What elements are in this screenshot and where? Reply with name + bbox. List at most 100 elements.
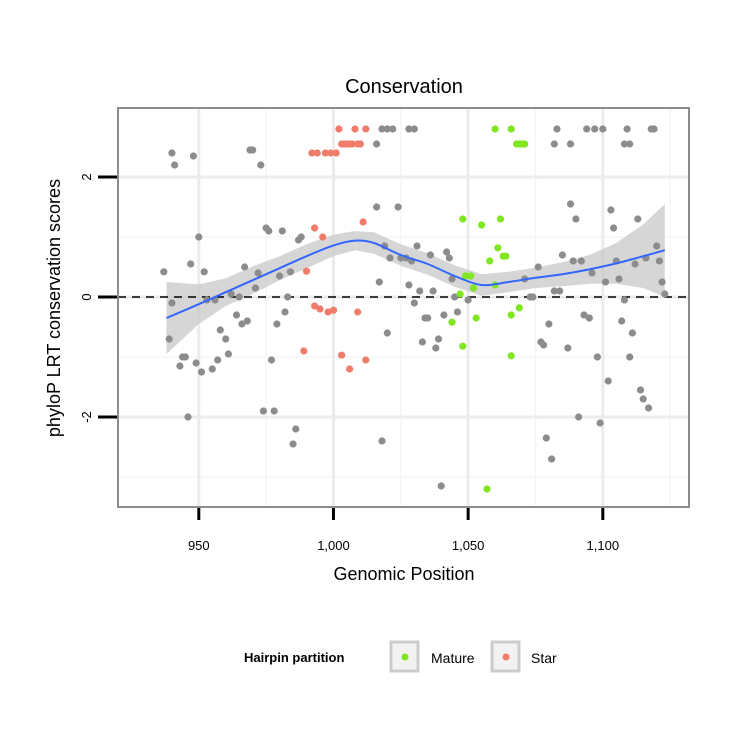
data-point-star: [335, 125, 343, 133]
data-point-other: [410, 125, 418, 133]
data-point-mature: [459, 215, 467, 223]
data-point-other: [434, 335, 443, 343]
data-point-other: [591, 125, 599, 133]
data-point-mature: [448, 318, 456, 326]
data-point-star: [348, 140, 356, 148]
data-point-mature: [467, 272, 475, 280]
data-point-other: [618, 317, 626, 325]
data-point-other: [413, 242, 421, 250]
data-point-other: [416, 287, 424, 295]
data-point-other: [181, 353, 189, 361]
data-point-other: [580, 311, 588, 319]
data-point-mature: [507, 125, 515, 133]
data-point-other: [634, 215, 642, 223]
data-point-star: [311, 224, 319, 232]
data-point-other: [572, 215, 580, 223]
data-point-other: [550, 287, 558, 295]
data-point-other: [534, 263, 542, 271]
data-point-other: [292, 425, 300, 433]
data-point-other: [232, 311, 241, 319]
data-point-other: [650, 125, 658, 133]
data-point-other: [453, 308, 461, 316]
data-point-other: [297, 233, 305, 241]
data-point-star: [346, 365, 354, 373]
data-point-other: [192, 359, 200, 367]
data-point-star: [329, 306, 338, 314]
data-point-star: [354, 308, 362, 316]
data-point-other: [216, 326, 224, 334]
x-tick-label: 1,100: [587, 538, 620, 553]
data-point-other: [628, 329, 637, 337]
data-point-other: [405, 281, 413, 289]
data-point-other: [599, 125, 607, 133]
data-point-other: [249, 146, 257, 154]
data-point-other: [195, 233, 203, 241]
data-point-star: [359, 218, 367, 226]
data-point-other: [270, 407, 278, 415]
data-point-other: [588, 269, 596, 277]
data-point-mature: [494, 244, 502, 252]
data-point-mature: [456, 290, 464, 298]
data-point-other: [378, 437, 386, 445]
data-point-other: [583, 125, 591, 133]
data-point-other: [601, 278, 610, 286]
data-point-other: [607, 206, 615, 214]
x-tick-label: 1,050: [452, 538, 485, 553]
data-point-other: [437, 482, 445, 490]
data-point-other: [604, 377, 612, 385]
data-point-star: [313, 149, 321, 157]
data-point-other: [575, 413, 583, 421]
data-point-mature: [515, 304, 523, 312]
data-point-other: [636, 386, 645, 394]
data-point-other: [222, 335, 230, 343]
data-point-other: [243, 317, 251, 325]
data-point-other: [208, 365, 216, 373]
data-point-mature: [507, 352, 515, 360]
data-point-other: [281, 308, 289, 316]
data-point-other: [566, 140, 575, 148]
data-point-other: [373, 140, 381, 148]
data-point-other: [593, 353, 602, 361]
data-point-mature: [459, 342, 467, 350]
data-point-other: [160, 268, 168, 276]
data-point-other: [577, 257, 585, 265]
data-point-other: [418, 338, 426, 346]
data-point-other: [375, 278, 383, 286]
data-point-other: [558, 251, 567, 259]
legend-item-star: Star: [490, 640, 557, 673]
y-tick-label: 2: [79, 173, 94, 180]
x-axis-ticks: 950 1,000 1,050 1,100: [188, 508, 619, 553]
data-point-other: [445, 254, 453, 262]
data-point-other: [550, 140, 558, 148]
data-point-star: [356, 140, 364, 148]
data-point-other: [165, 335, 173, 343]
data-point-star: [362, 125, 370, 133]
data-point-other: [542, 434, 550, 442]
legend-label-star: Star: [531, 650, 557, 666]
data-point-star: [351, 125, 359, 133]
data-point-other: [610, 224, 618, 232]
data-point-other: [631, 260, 639, 268]
data-point-other: [265, 227, 273, 235]
data-point-star: [302, 267, 311, 275]
data-point-other: [426, 251, 434, 259]
data-point-other: [661, 290, 669, 298]
data-point-other: [440, 311, 448, 319]
data-point-other: [278, 227, 286, 235]
x-tick-label: 950: [188, 538, 210, 553]
data-point-star: [332, 149, 340, 157]
data-point-other: [383, 329, 391, 337]
data-point-mature: [496, 215, 505, 223]
data-point-other: [620, 140, 629, 148]
data-point-other: [257, 161, 265, 169]
data-point-other: [386, 254, 394, 262]
y-axis-ticks: -2 0 2: [79, 173, 117, 423]
legend: Hairpin partition Mature Star: [244, 640, 557, 673]
data-point-star: [327, 149, 335, 157]
data-point-other: [267, 356, 276, 364]
data-point-other: [443, 248, 451, 256]
data-point-other: [284, 293, 292, 301]
data-point-other: [235, 293, 243, 301]
data-point-other: [405, 125, 413, 133]
